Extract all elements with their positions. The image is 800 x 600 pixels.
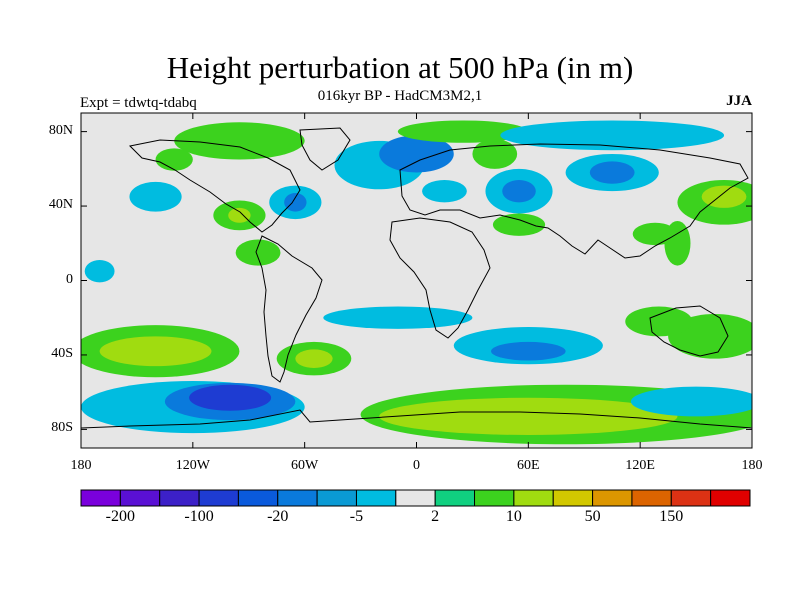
lat-label-1: 40N <box>48 197 73 213</box>
lon-label-0: 180 <box>70 458 92 473</box>
coast-antarctica <box>81 409 752 429</box>
colorbar-swatch-9 <box>434 489 476 507</box>
field-region-21 <box>701 185 747 208</box>
field-region-16 <box>397 120 529 143</box>
lat-label-4: 80S <box>51 420 73 436</box>
field-region-10 <box>379 135 454 173</box>
lat-label-3: 40S <box>51 345 73 361</box>
field-layer <box>81 120 752 445</box>
colorbar <box>80 489 751 507</box>
field-region-7 <box>284 193 307 212</box>
colorbar-swatch-1 <box>119 489 161 507</box>
field-region-0 <box>84 260 115 283</box>
field-region-14 <box>472 139 518 169</box>
lon-label-2: 60W <box>291 458 319 473</box>
field-region-5 <box>228 207 251 223</box>
colorbar-swatch-5 <box>277 489 318 507</box>
lon-label-5: 120E <box>625 458 655 473</box>
colorbar-swatch-6 <box>316 489 357 507</box>
field-region-17 <box>500 120 725 151</box>
lat-label-0: 80N <box>48 122 73 138</box>
field-region-23 <box>664 220 691 266</box>
colorbar-swatch-15 <box>670 489 712 507</box>
coast-africa <box>389 217 491 339</box>
coast-north-america <box>128 139 301 233</box>
field-region-15 <box>492 213 546 236</box>
coast-australia <box>649 305 729 357</box>
field-region-30 <box>491 341 566 361</box>
map-title: Height perturbation at 500 hPa (in m) <box>166 50 634 85</box>
lon-label-4: 60E <box>517 458 540 473</box>
colorbar-swatch-14 <box>631 489 672 507</box>
colorbar-label-2: -20 <box>267 508 289 525</box>
lon-label-6: 180 <box>741 458 763 473</box>
field-region-37 <box>379 397 678 435</box>
colorbar-label-3: -5 <box>349 508 364 525</box>
lat-label-2: 0 <box>66 271 73 287</box>
colorbar-swatch-11 <box>513 489 554 507</box>
lon-label-1: 120W <box>175 458 210 473</box>
field-region-13 <box>502 180 536 203</box>
coast-eurasia <box>399 143 749 259</box>
colorbar-swatch-10 <box>474 489 515 507</box>
colorbar-swatch-13 <box>592 489 633 507</box>
axis-ticks <box>80 113 753 448</box>
season-label: JJA <box>726 93 752 109</box>
field-region-8 <box>174 122 305 160</box>
field-region-27 <box>295 349 333 368</box>
colorbar-label-4: 2 <box>431 508 440 525</box>
field-region-4 <box>235 239 281 266</box>
field-region-25 <box>99 336 212 367</box>
colorbar-label-1: -100 <box>184 508 214 525</box>
colorbar-swatch-3 <box>198 489 239 507</box>
colorbar-swatch-12 <box>552 489 594 507</box>
field-region-11 <box>422 180 467 203</box>
field-region-2 <box>129 181 182 212</box>
lon-label-3: 0 <box>413 458 420 473</box>
colorbar-swatch-8 <box>395 489 436 507</box>
coast-greenland <box>299 127 351 171</box>
colorbar-swatch-2 <box>159 489 200 507</box>
colorbar-swatch-0 <box>80 489 121 507</box>
colorbar-swatch-16 <box>710 489 751 507</box>
field-region-32 <box>625 306 693 337</box>
field-region-19 <box>589 161 635 184</box>
field-region-38 <box>630 386 752 417</box>
field-region-35 <box>189 384 272 411</box>
colorbar-label-6: 50 <box>584 508 601 525</box>
field-region-28 <box>323 306 473 329</box>
colorbar-swatch-4 <box>237 489 279 507</box>
colorbar-label-5: 10 <box>505 508 522 525</box>
experiment-label: Expt = tdwtq-tdabq <box>80 95 197 111</box>
coastlines <box>81 127 752 429</box>
colorbar-label-0: -200 <box>105 508 135 525</box>
coast-south-america <box>255 235 323 383</box>
map-subtitle: 016kyr BP - HadCM3M2,1 <box>317 88 483 104</box>
colorbar-swatch-7 <box>355 489 397 507</box>
colorbar-label-7: 150 <box>659 508 684 525</box>
